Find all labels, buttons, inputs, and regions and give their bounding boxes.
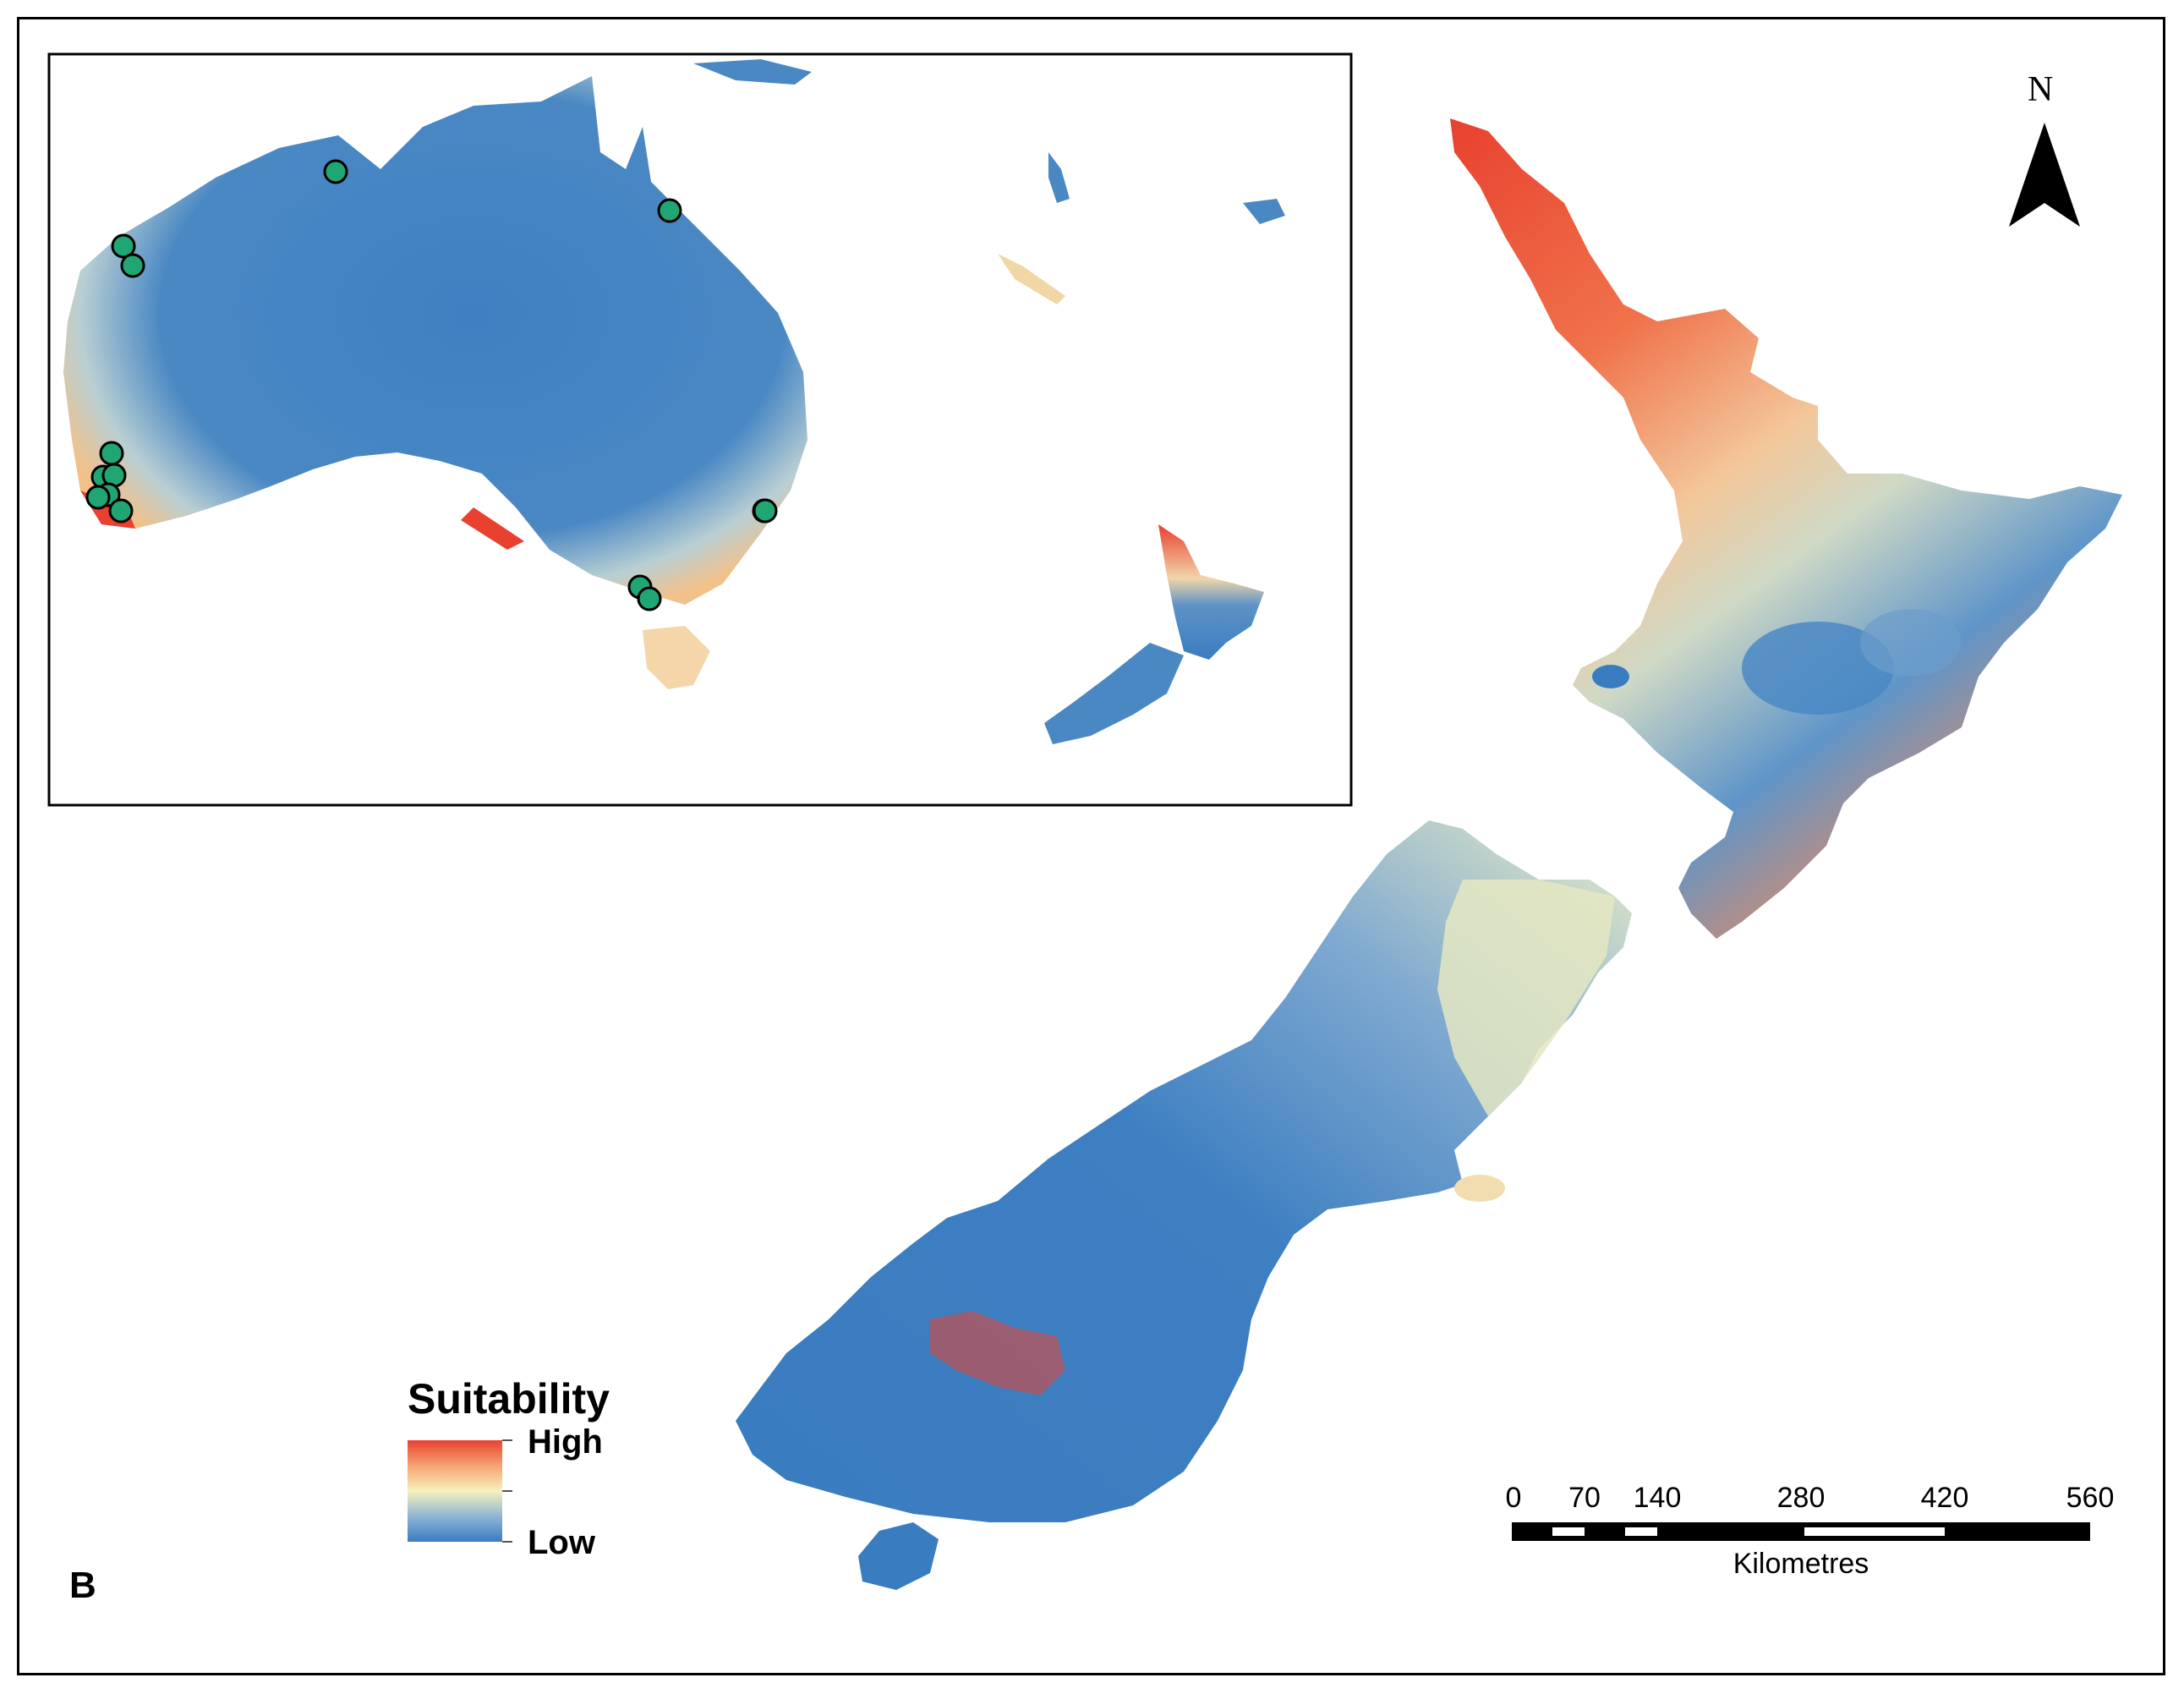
occurrence-point <box>99 441 124 466</box>
scale-bar <box>1512 1522 2090 1541</box>
inset-vanuatu <box>1048 152 1070 203</box>
legend-low-label: Low <box>528 1524 595 1561</box>
inset-new-caledonia <box>998 254 1065 304</box>
occurrence-point <box>657 198 682 223</box>
occurrence-point <box>753 498 778 524</box>
east-range <box>1860 609 1962 677</box>
scale-tick-70: 70 <box>1568 1482 1601 1514</box>
scale-tick-280: 280 <box>1776 1482 1825 1514</box>
inset-tasmania <box>643 626 710 689</box>
north-island <box>1450 118 2122 939</box>
occurrence-point <box>111 233 136 259</box>
north-label: N <box>2028 70 2054 109</box>
legend-colorbar <box>408 1440 502 1542</box>
central-plateau <box>1742 622 1894 715</box>
stewart-island <box>858 1522 939 1590</box>
scale-tick-420: 420 <box>1920 1482 1969 1514</box>
alpine-high-patches <box>930 1311 1065 1395</box>
legend-high-label: High <box>528 1423 603 1461</box>
occurrence-points <box>85 159 778 611</box>
banks-peninsula <box>1454 1175 1505 1202</box>
figure-frame <box>17 17 2165 1675</box>
taranaki <box>1592 665 1629 688</box>
inset-australia <box>63 76 807 605</box>
north-arrow-icon <box>2009 123 2080 227</box>
occurrence-point <box>637 586 662 611</box>
occurrence-point <box>120 253 145 278</box>
occurrence-point <box>108 498 134 524</box>
occurrence-point <box>85 485 111 510</box>
occurrence-point <box>323 159 348 184</box>
panel-label: B <box>69 1565 96 1606</box>
inset-png <box>693 59 812 85</box>
scale-tick-140: 140 <box>1633 1482 1682 1514</box>
scale-unit-label: Kilometres <box>1732 1548 1869 1580</box>
legend-title: Suitability <box>408 1375 610 1423</box>
inset-nz-north <box>1158 524 1264 660</box>
scale-tick-560: 560 <box>2066 1482 2115 1514</box>
east-coast-moderate <box>1437 880 1615 1116</box>
scale-tick-0: 0 <box>1505 1482 1522 1514</box>
inset-fiji <box>1243 199 1285 224</box>
inset-nz-south <box>1044 643 1184 744</box>
inset-south-coast-high <box>461 507 524 550</box>
